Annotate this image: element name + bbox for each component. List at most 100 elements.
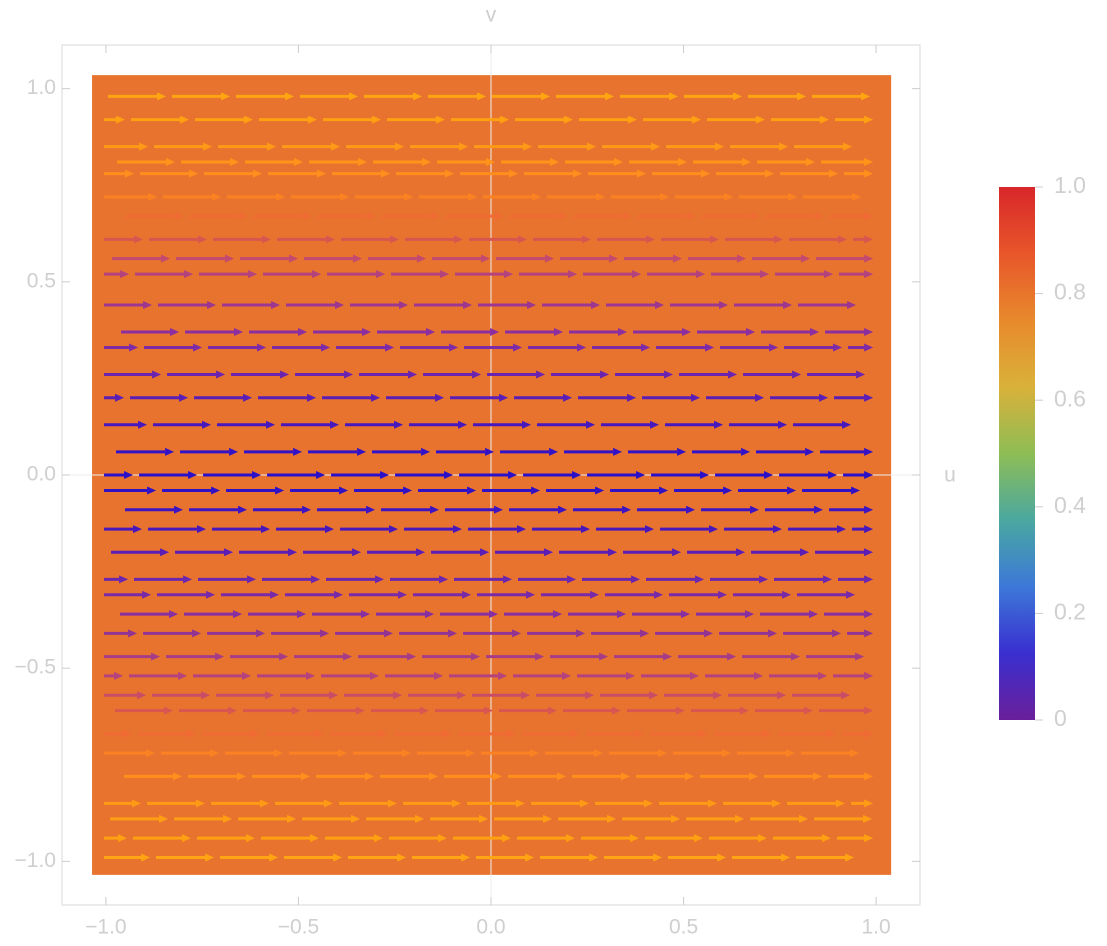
stream-arrow <box>814 814 873 823</box>
stream-arrow <box>358 652 417 661</box>
stream-arrow <box>197 834 256 843</box>
stream-arrow <box>660 525 719 534</box>
stream-arrow <box>579 115 638 124</box>
stream-arrow <box>587 471 646 479</box>
stream-arrow <box>156 853 215 862</box>
stream-arrow <box>327 270 386 279</box>
stream-arrow <box>225 749 284 758</box>
stream-arrow <box>446 212 505 221</box>
stream-arrow <box>697 328 756 337</box>
stream-arrow <box>824 610 874 619</box>
stream-arrow <box>478 301 537 310</box>
stream-arrow <box>666 142 725 151</box>
stream-arrow <box>538 142 597 151</box>
stream-arrow <box>715 471 774 479</box>
stream-arrow <box>285 590 344 599</box>
stream-arrow <box>569 328 628 337</box>
stream-arrow <box>289 749 348 758</box>
stream-arrow <box>709 834 768 843</box>
stream-arrow <box>577 671 636 680</box>
stream-arrow <box>853 235 874 244</box>
stream-arrow <box>545 749 604 758</box>
stream-arrow <box>245 158 304 167</box>
stream-arrow <box>568 610 627 619</box>
stream-arrow <box>180 447 239 456</box>
stream-arrow <box>597 235 656 244</box>
stream-arrow <box>581 834 640 843</box>
stream-arrow <box>236 92 295 101</box>
stream-arrow <box>131 115 190 124</box>
stream-arrow <box>792 691 851 700</box>
stream-arrow <box>316 772 375 781</box>
stream-arrow <box>135 270 194 279</box>
stream-arrow <box>820 447 874 456</box>
stream-arrow <box>133 834 192 843</box>
stream-arrow <box>341 235 400 244</box>
stream-arrow <box>596 525 655 534</box>
stream-arrow <box>610 486 669 495</box>
stream-arrow <box>336 343 395 352</box>
stream-arrow <box>147 799 206 808</box>
stream-arrow <box>312 610 371 619</box>
stream-arrow <box>707 115 766 124</box>
y-tick-label: 0.0 <box>27 463 56 486</box>
stream-arrow <box>463 629 522 638</box>
stream-arrow <box>510 212 569 221</box>
stream-arrow <box>829 505 874 514</box>
stream-arrow <box>614 652 673 661</box>
stream-arrow <box>711 270 770 279</box>
stream-arrow <box>550 652 609 661</box>
stream-arrow <box>734 301 793 310</box>
stream-arrow <box>528 343 587 352</box>
stream-arrow <box>728 691 787 700</box>
stream-arrow <box>418 486 477 495</box>
stream-arrow <box>355 192 414 201</box>
stream-arrow <box>353 749 412 758</box>
stream-arrow <box>267 471 326 479</box>
stream-arrow <box>238 814 297 823</box>
stream-arrow <box>104 471 134 479</box>
stream-arrow <box>404 525 463 534</box>
stream-arrow <box>325 834 384 843</box>
stream-arrow <box>230 652 289 661</box>
stream-arrow <box>574 212 633 221</box>
stream-arrow <box>755 706 814 715</box>
stream-arrow <box>403 799 462 808</box>
stream-arrow <box>204 169 263 178</box>
stream-arrow <box>221 590 280 599</box>
stream-arrow <box>537 420 596 429</box>
stream-arrow <box>661 235 720 244</box>
stream-arrow <box>348 853 407 862</box>
stream-arrow <box>263 270 322 279</box>
stream-arrow <box>376 610 435 619</box>
stream-arrow <box>381 505 440 514</box>
stream-arrow <box>335 629 394 638</box>
stream-arrow <box>686 814 745 823</box>
stream-arrow <box>108 92 167 101</box>
stream-arrow <box>674 486 733 495</box>
stream-arrow <box>468 525 527 534</box>
stream-arrow <box>469 235 528 244</box>
stream-arrow <box>359 370 418 379</box>
stream-arrow <box>637 505 696 514</box>
stream-arrow <box>494 814 553 823</box>
stream-arrow <box>839 270 874 279</box>
stream-arrow <box>116 447 175 456</box>
stream-arrow <box>578 393 637 402</box>
stream-arrow <box>322 393 381 402</box>
stream-arrow <box>586 729 645 738</box>
stream-arrow <box>633 328 692 337</box>
stream-arrow <box>627 706 686 715</box>
stream-arrow <box>239 548 298 557</box>
stream-arrow <box>819 706 874 715</box>
stream-arrow <box>432 254 491 263</box>
stream-arrow <box>693 158 752 167</box>
stream-arrow <box>770 393 829 402</box>
x-tick-label: 0.0 <box>476 916 505 939</box>
stream-arrow <box>104 853 151 862</box>
stream-arrow <box>330 729 389 738</box>
stream-arrow <box>387 115 446 124</box>
stream-arrow <box>482 486 541 495</box>
stream-arrow <box>687 548 746 557</box>
stream-arrow <box>793 420 852 429</box>
